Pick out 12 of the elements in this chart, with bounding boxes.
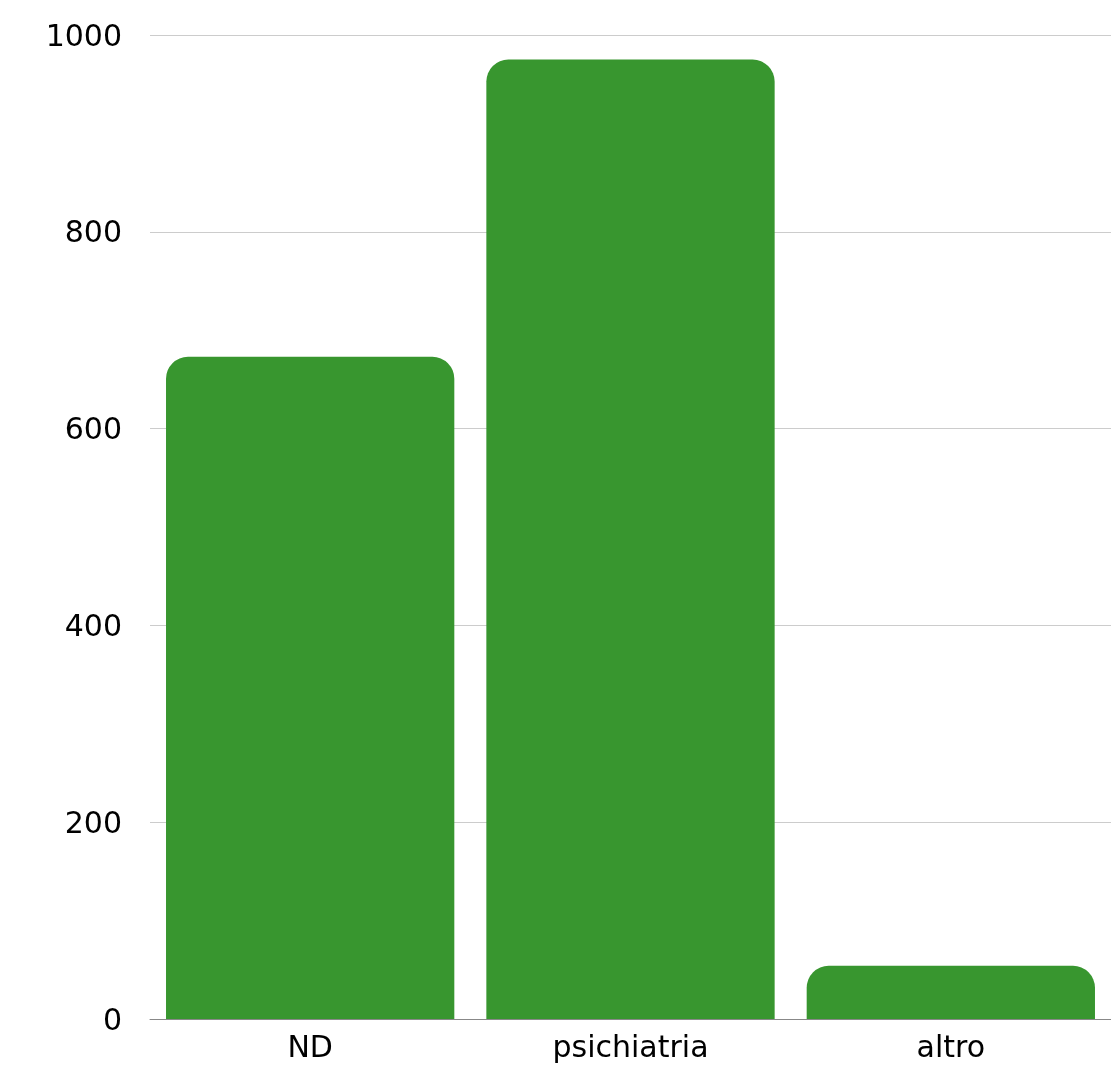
y-tick-label: 600	[64, 411, 122, 447]
bar	[166, 356, 455, 1019]
y-tick-label: 400	[64, 607, 122, 643]
bar	[486, 59, 775, 1019]
x-tick-label: ND	[287, 1028, 333, 1064]
y-tick-label: 200	[64, 804, 122, 840]
x-tick-label: altro	[916, 1028, 986, 1064]
y-tick-label: 1000	[45, 17, 122, 53]
y-tick-label: 0	[102, 1001, 122, 1037]
y-tick-label: 800	[64, 214, 122, 250]
x-tick-label: psichiatria	[552, 1028, 709, 1064]
bar	[806, 965, 1095, 1019]
